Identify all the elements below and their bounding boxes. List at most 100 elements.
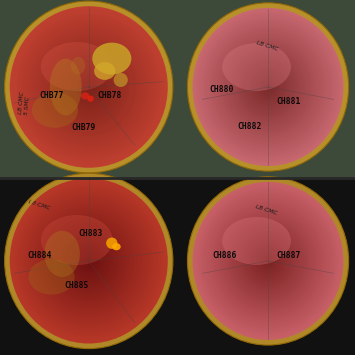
Ellipse shape [205,21,331,153]
Ellipse shape [19,16,159,158]
Ellipse shape [41,211,137,311]
Ellipse shape [32,92,78,128]
Ellipse shape [187,177,349,345]
Ellipse shape [230,221,306,301]
Ellipse shape [11,7,166,166]
Ellipse shape [255,73,282,101]
Ellipse shape [193,183,343,339]
Ellipse shape [65,236,113,286]
Ellipse shape [196,11,340,163]
Ellipse shape [266,85,270,89]
Ellipse shape [257,249,279,273]
Ellipse shape [55,225,123,296]
Ellipse shape [251,69,285,105]
Ellipse shape [234,51,302,123]
Ellipse shape [13,10,165,165]
Ellipse shape [50,59,82,115]
Ellipse shape [85,83,93,91]
Ellipse shape [9,178,169,344]
Ellipse shape [23,20,155,154]
Ellipse shape [203,193,333,329]
Ellipse shape [79,251,99,271]
Ellipse shape [258,77,278,97]
Ellipse shape [71,242,107,280]
Ellipse shape [73,71,105,103]
Ellipse shape [257,249,279,273]
Ellipse shape [49,46,129,128]
Ellipse shape [232,49,304,125]
Text: CH883: CH883 [79,229,103,239]
Ellipse shape [222,43,291,91]
Ellipse shape [205,195,331,327]
Ellipse shape [214,31,322,143]
Ellipse shape [19,188,159,334]
Text: LB CMC: LB CMC [256,40,279,51]
Ellipse shape [69,240,109,282]
Ellipse shape [81,79,97,95]
Ellipse shape [77,248,101,273]
Ellipse shape [239,231,297,291]
Ellipse shape [239,57,297,117]
Ellipse shape [35,32,143,142]
Ellipse shape [261,79,275,95]
Ellipse shape [234,225,302,297]
Ellipse shape [71,57,85,75]
Ellipse shape [196,11,340,163]
Text: CH884: CH884 [27,251,51,261]
Ellipse shape [35,204,143,317]
Ellipse shape [59,56,119,118]
Ellipse shape [83,255,95,267]
Ellipse shape [41,42,113,91]
Ellipse shape [114,73,128,87]
Ellipse shape [51,221,127,301]
Ellipse shape [25,22,153,152]
Ellipse shape [197,187,339,335]
Ellipse shape [85,257,93,265]
Ellipse shape [251,69,285,105]
Ellipse shape [237,229,299,293]
Ellipse shape [200,189,337,333]
Ellipse shape [41,211,137,311]
Ellipse shape [241,59,295,115]
Ellipse shape [73,244,105,278]
Ellipse shape [214,205,322,317]
Ellipse shape [31,28,147,146]
Ellipse shape [251,243,285,279]
Ellipse shape [51,48,127,126]
Ellipse shape [29,26,149,148]
Ellipse shape [236,53,300,121]
Ellipse shape [75,73,103,101]
Ellipse shape [211,201,325,321]
Ellipse shape [61,232,117,290]
Ellipse shape [234,225,302,297]
Ellipse shape [197,187,339,335]
Ellipse shape [261,253,275,269]
Ellipse shape [27,196,151,326]
Ellipse shape [262,81,274,93]
Ellipse shape [226,217,310,305]
Text: LB CMC: LB CMC [255,204,278,215]
Ellipse shape [63,234,115,288]
Ellipse shape [243,235,293,287]
Ellipse shape [236,227,300,295]
Ellipse shape [87,259,91,263]
Ellipse shape [83,255,95,267]
Ellipse shape [226,43,310,131]
Ellipse shape [264,83,272,91]
Ellipse shape [49,219,129,302]
Ellipse shape [41,215,113,265]
Ellipse shape [243,61,293,113]
Ellipse shape [44,231,80,277]
Ellipse shape [207,23,329,151]
Ellipse shape [249,241,287,281]
Ellipse shape [264,257,272,265]
Ellipse shape [53,223,125,299]
Ellipse shape [255,247,282,275]
Ellipse shape [264,83,272,91]
Ellipse shape [69,67,109,107]
Ellipse shape [79,77,99,97]
Text: CH887: CH887 [276,251,301,260]
Ellipse shape [222,213,314,309]
Ellipse shape [257,75,279,99]
Ellipse shape [230,47,306,127]
